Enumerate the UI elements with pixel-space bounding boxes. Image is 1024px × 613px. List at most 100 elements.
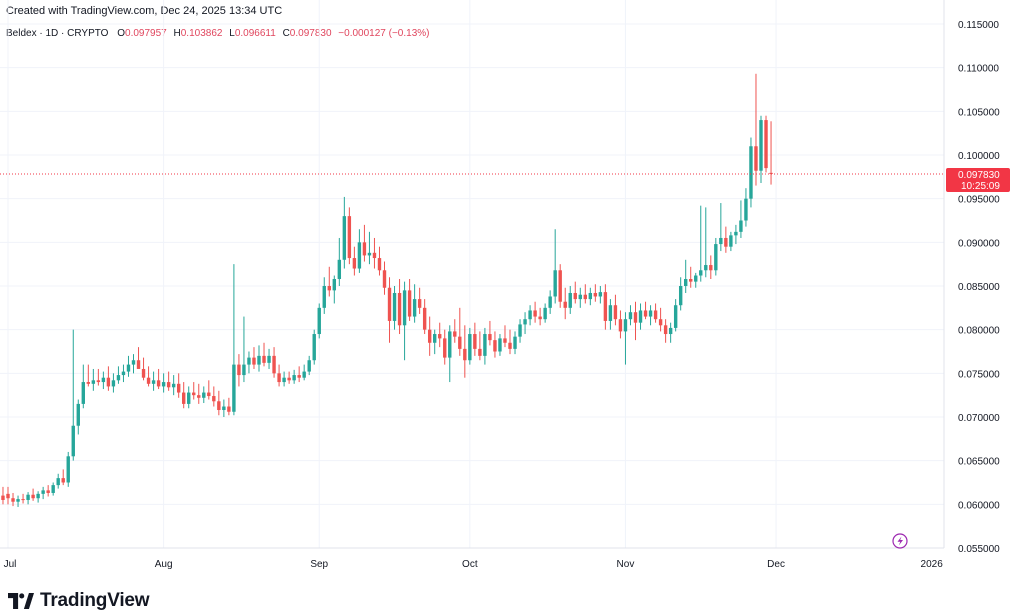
price-tick-label: 0.065000 <box>958 457 1000 468</box>
candle <box>267 348 271 369</box>
candle <box>56 473 60 489</box>
candle <box>46 485 50 497</box>
candle-body <box>422 307 427 330</box>
time-tick-label: Dec <box>767 559 785 570</box>
candle-body <box>21 499 25 501</box>
candle-body <box>759 120 763 171</box>
candle <box>207 380 211 400</box>
candle-body <box>277 373 281 383</box>
candle-body <box>709 265 713 271</box>
candle-body <box>227 406 231 412</box>
candle-body <box>337 259 342 280</box>
candle <box>91 368 96 391</box>
candle-body <box>367 252 372 256</box>
candle <box>187 386 191 409</box>
candle <box>563 287 567 320</box>
candle-body <box>468 334 472 361</box>
candle <box>337 237 342 286</box>
candle-body <box>71 425 75 457</box>
candle <box>694 272 698 288</box>
candle-body <box>182 392 186 404</box>
last-price-tag-countdown: 10:25:09 <box>961 181 1000 192</box>
candle <box>11 492 15 507</box>
candle <box>26 492 30 505</box>
candle <box>608 299 613 330</box>
candle <box>302 364 306 381</box>
candle <box>593 284 598 302</box>
candle-body <box>322 286 326 308</box>
candle <box>382 261 387 295</box>
candle <box>573 281 577 304</box>
price-axis-border <box>0 0 945 549</box>
candle-body <box>397 292 402 326</box>
footer: TradingView <box>8 590 150 612</box>
candle-body <box>628 312 633 320</box>
candle-body <box>588 292 593 300</box>
candle-body <box>704 265 708 271</box>
candle-body <box>282 377 286 383</box>
candle <box>347 207 352 265</box>
candle-body <box>287 377 291 381</box>
candle <box>558 264 562 308</box>
price-tick-label: 0.060000 <box>958 500 1000 511</box>
candle <box>719 203 723 252</box>
candle-body <box>222 406 226 411</box>
candle <box>232 264 236 416</box>
candle <box>709 255 713 280</box>
candle-body <box>212 396 216 402</box>
candle-body <box>769 172 773 174</box>
candle-body <box>673 305 678 328</box>
candle <box>222 399 226 417</box>
candle <box>412 284 417 323</box>
candle-body <box>151 380 156 384</box>
candle <box>116 366 121 384</box>
close-label: C <box>282 28 290 39</box>
candle <box>533 301 537 323</box>
price-axis-labels: 0.115000 0.110000 0.105000 0.100000 0.095000… <box>958 20 1000 555</box>
candle <box>422 299 427 335</box>
candle <box>277 364 281 387</box>
candle <box>352 246 357 276</box>
candle-body <box>533 310 537 317</box>
candle <box>282 371 286 387</box>
candle <box>543 303 547 323</box>
candle-body <box>342 216 347 260</box>
candle-body <box>699 270 703 276</box>
candle-body <box>66 456 70 483</box>
candle <box>548 290 552 314</box>
candle-body <box>202 392 206 398</box>
candle <box>197 383 201 404</box>
candle-body <box>347 216 352 259</box>
candle-body <box>297 375 301 378</box>
candle-body <box>503 338 507 343</box>
candle-body <box>252 357 256 365</box>
candle-body <box>86 382 91 384</box>
open-value: 0.097957 <box>125 28 167 39</box>
candle-body <box>678 286 683 306</box>
candle <box>613 294 618 326</box>
created-with-text: Created with TradingView.com, Dec 24, 20… <box>6 5 283 17</box>
candle <box>468 327 472 365</box>
candle <box>438 322 442 348</box>
candle-body <box>417 299 422 308</box>
candle <box>518 319 522 343</box>
candle-body <box>724 237 728 247</box>
candle-body <box>61 478 65 483</box>
candle-body <box>568 292 572 308</box>
candle-body <box>548 296 552 308</box>
candle-body <box>749 146 753 199</box>
candle-body <box>126 364 131 372</box>
candle <box>714 237 718 276</box>
candle-body <box>739 220 743 232</box>
candle <box>658 307 663 332</box>
candle-body <box>578 294 582 300</box>
symbol-title: Beldex · 1D · CRYPTO <box>6 28 109 39</box>
candlestick-chart[interactable]: 0.115000 0.110000 0.105000 0.100000 0.095000… <box>0 0 1024 580</box>
candle-body <box>161 382 166 387</box>
chart-grid <box>0 0 944 549</box>
flash-icon[interactable] <box>892 533 908 549</box>
candle-body <box>6 493 10 499</box>
candle <box>156 368 161 390</box>
candle <box>427 316 432 356</box>
candle <box>513 331 517 355</box>
